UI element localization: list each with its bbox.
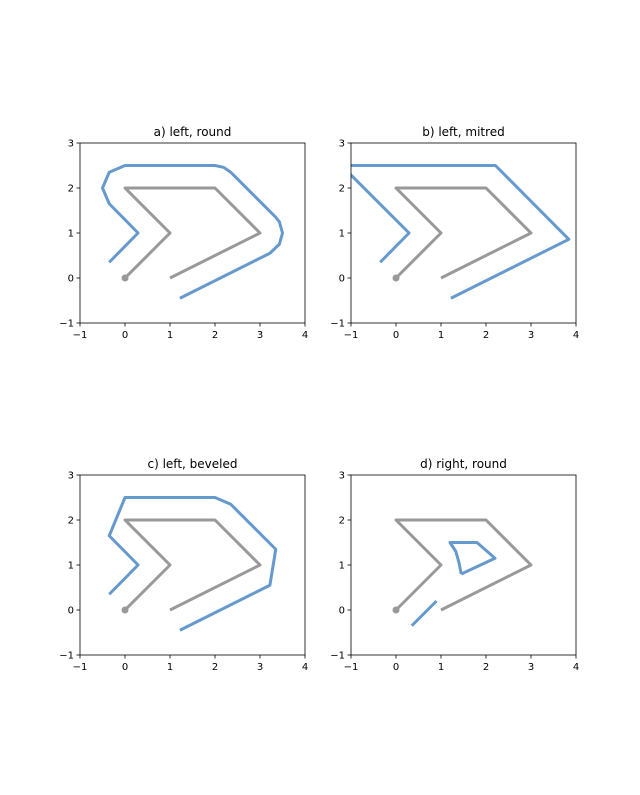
y-tick-label: 0	[68, 274, 74, 285]
plot-area	[101, 164, 284, 300]
x-tick-label: 2	[483, 662, 489, 673]
axes-frame	[350, 142, 577, 324]
y-tick-label: 3	[339, 471, 345, 482]
y-tick-label: 2	[68, 184, 74, 195]
x-tick-label: −1	[73, 330, 88, 341]
y-tick-label: 2	[68, 516, 74, 527]
chart-title: c) left, beveled	[148, 457, 238, 471]
x-tick-label: 0	[393, 662, 399, 673]
offset-line	[107, 496, 278, 632]
plot-area	[351, 164, 571, 300]
y-tick-label: 2	[339, 516, 345, 527]
x-tick-label: 1	[438, 330, 444, 341]
x-tick-label: 3	[257, 662, 263, 673]
offset-line	[123, 186, 262, 280]
plot-area	[392, 518, 533, 627]
y-tick-label: 0	[339, 606, 345, 617]
offset-line	[394, 186, 533, 280]
x-tick-label: 3	[528, 330, 534, 341]
y-tick-label: −1	[330, 319, 345, 330]
axes: b) left, mitred −1 0 1 2 3 4 −1 0 1 2 3	[330, 125, 579, 341]
y-tick-label: 1	[339, 561, 345, 572]
x-tick-label: 4	[573, 662, 579, 673]
axes: c) left, beveled −1 0 1 2 3 4 −1 0 1 2 3	[59, 457, 308, 673]
x-tick-label: 0	[122, 330, 128, 341]
y-tick-label: −1	[330, 651, 345, 662]
y-tick-label: 0	[68, 606, 74, 617]
x-tick-label: −1	[73, 662, 88, 673]
x-tick-label: 4	[573, 330, 579, 341]
y-tick-label: 2	[339, 184, 345, 195]
x-tick-label: −1	[344, 330, 359, 341]
x-tick-label: −1	[344, 662, 359, 673]
chart-title: d) right, round	[420, 457, 507, 471]
axes: d) right, round −1 0 1 2 3 4 −1 0 1 2 3	[330, 457, 579, 673]
y-tick-label: 3	[68, 471, 74, 482]
offset-line	[394, 518, 533, 612]
marker	[121, 274, 129, 282]
marker	[392, 606, 400, 614]
y-tick-label: 3	[339, 139, 345, 150]
x-tick-label: 1	[438, 662, 444, 673]
x-tick-label: 3	[528, 662, 534, 673]
x-tick-label: 1	[167, 662, 173, 673]
chart-title: b) left, mitred	[422, 125, 505, 139]
offset-line	[123, 518, 262, 612]
y-tick-label: 1	[68, 561, 74, 572]
axes-frame	[79, 142, 306, 324]
x-tick-label: 3	[257, 330, 263, 341]
offset-line	[101, 164, 284, 300]
marker	[392, 274, 400, 282]
y-tick-label: 1	[339, 229, 345, 240]
chart-title: a) left, round	[154, 125, 232, 139]
plot-area	[107, 496, 278, 632]
x-tick-label: 0	[393, 330, 399, 341]
y-tick-label: 1	[68, 229, 74, 240]
x-tick-label: 4	[302, 662, 308, 673]
axes-frame	[350, 474, 577, 656]
marker	[121, 606, 129, 614]
y-tick-label: 3	[68, 139, 74, 150]
x-tick-label: 2	[212, 330, 218, 341]
y-tick-label: 0	[339, 274, 345, 285]
offset-line	[410, 541, 497, 627]
x-tick-label: 1	[167, 330, 173, 341]
x-tick-label: 4	[302, 330, 308, 341]
axes-frame	[79, 474, 306, 656]
y-tick-label: −1	[59, 319, 74, 330]
x-tick-label: 2	[483, 330, 489, 341]
x-tick-label: 2	[212, 662, 218, 673]
offset-line	[351, 164, 571, 300]
axes: a) left, round −1 0 1 2 3 4 −1 0 1 2 3	[59, 125, 308, 341]
x-tick-label: 0	[122, 662, 128, 673]
y-tick-label: −1	[59, 651, 74, 662]
